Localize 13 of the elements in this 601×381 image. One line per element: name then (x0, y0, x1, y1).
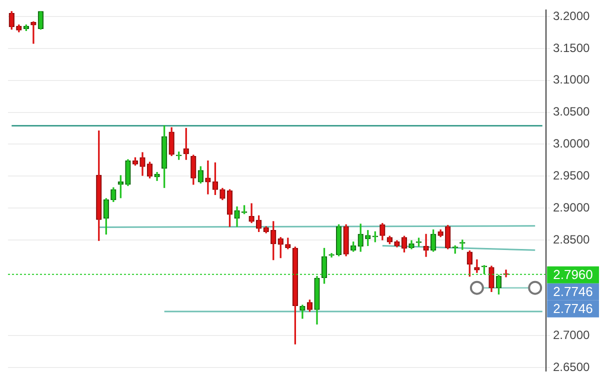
y-tick-label: 2.9000 (553, 200, 590, 214)
text: 2.7746 (553, 284, 593, 300)
text: 2.7746 (553, 301, 593, 316)
ref-line-label: 2.7960 (553, 267, 593, 282)
y-tick-label: 3.0000 (553, 136, 590, 151)
y-tick-label: 2.8500 (553, 232, 590, 246)
y-tick-label: 3.1000 (553, 72, 590, 87)
y-tick-label: 2.9500 (553, 168, 590, 182)
y-tick-label: 2.7000 (553, 328, 590, 342)
y-tick-label: 3.2000 (553, 8, 590, 23)
y-tick-label: 3.0500 (553, 104, 590, 119)
y-tick-label: 2.6500 (553, 360, 590, 374)
y-tick-label: 3.1500 (553, 40, 590, 55)
